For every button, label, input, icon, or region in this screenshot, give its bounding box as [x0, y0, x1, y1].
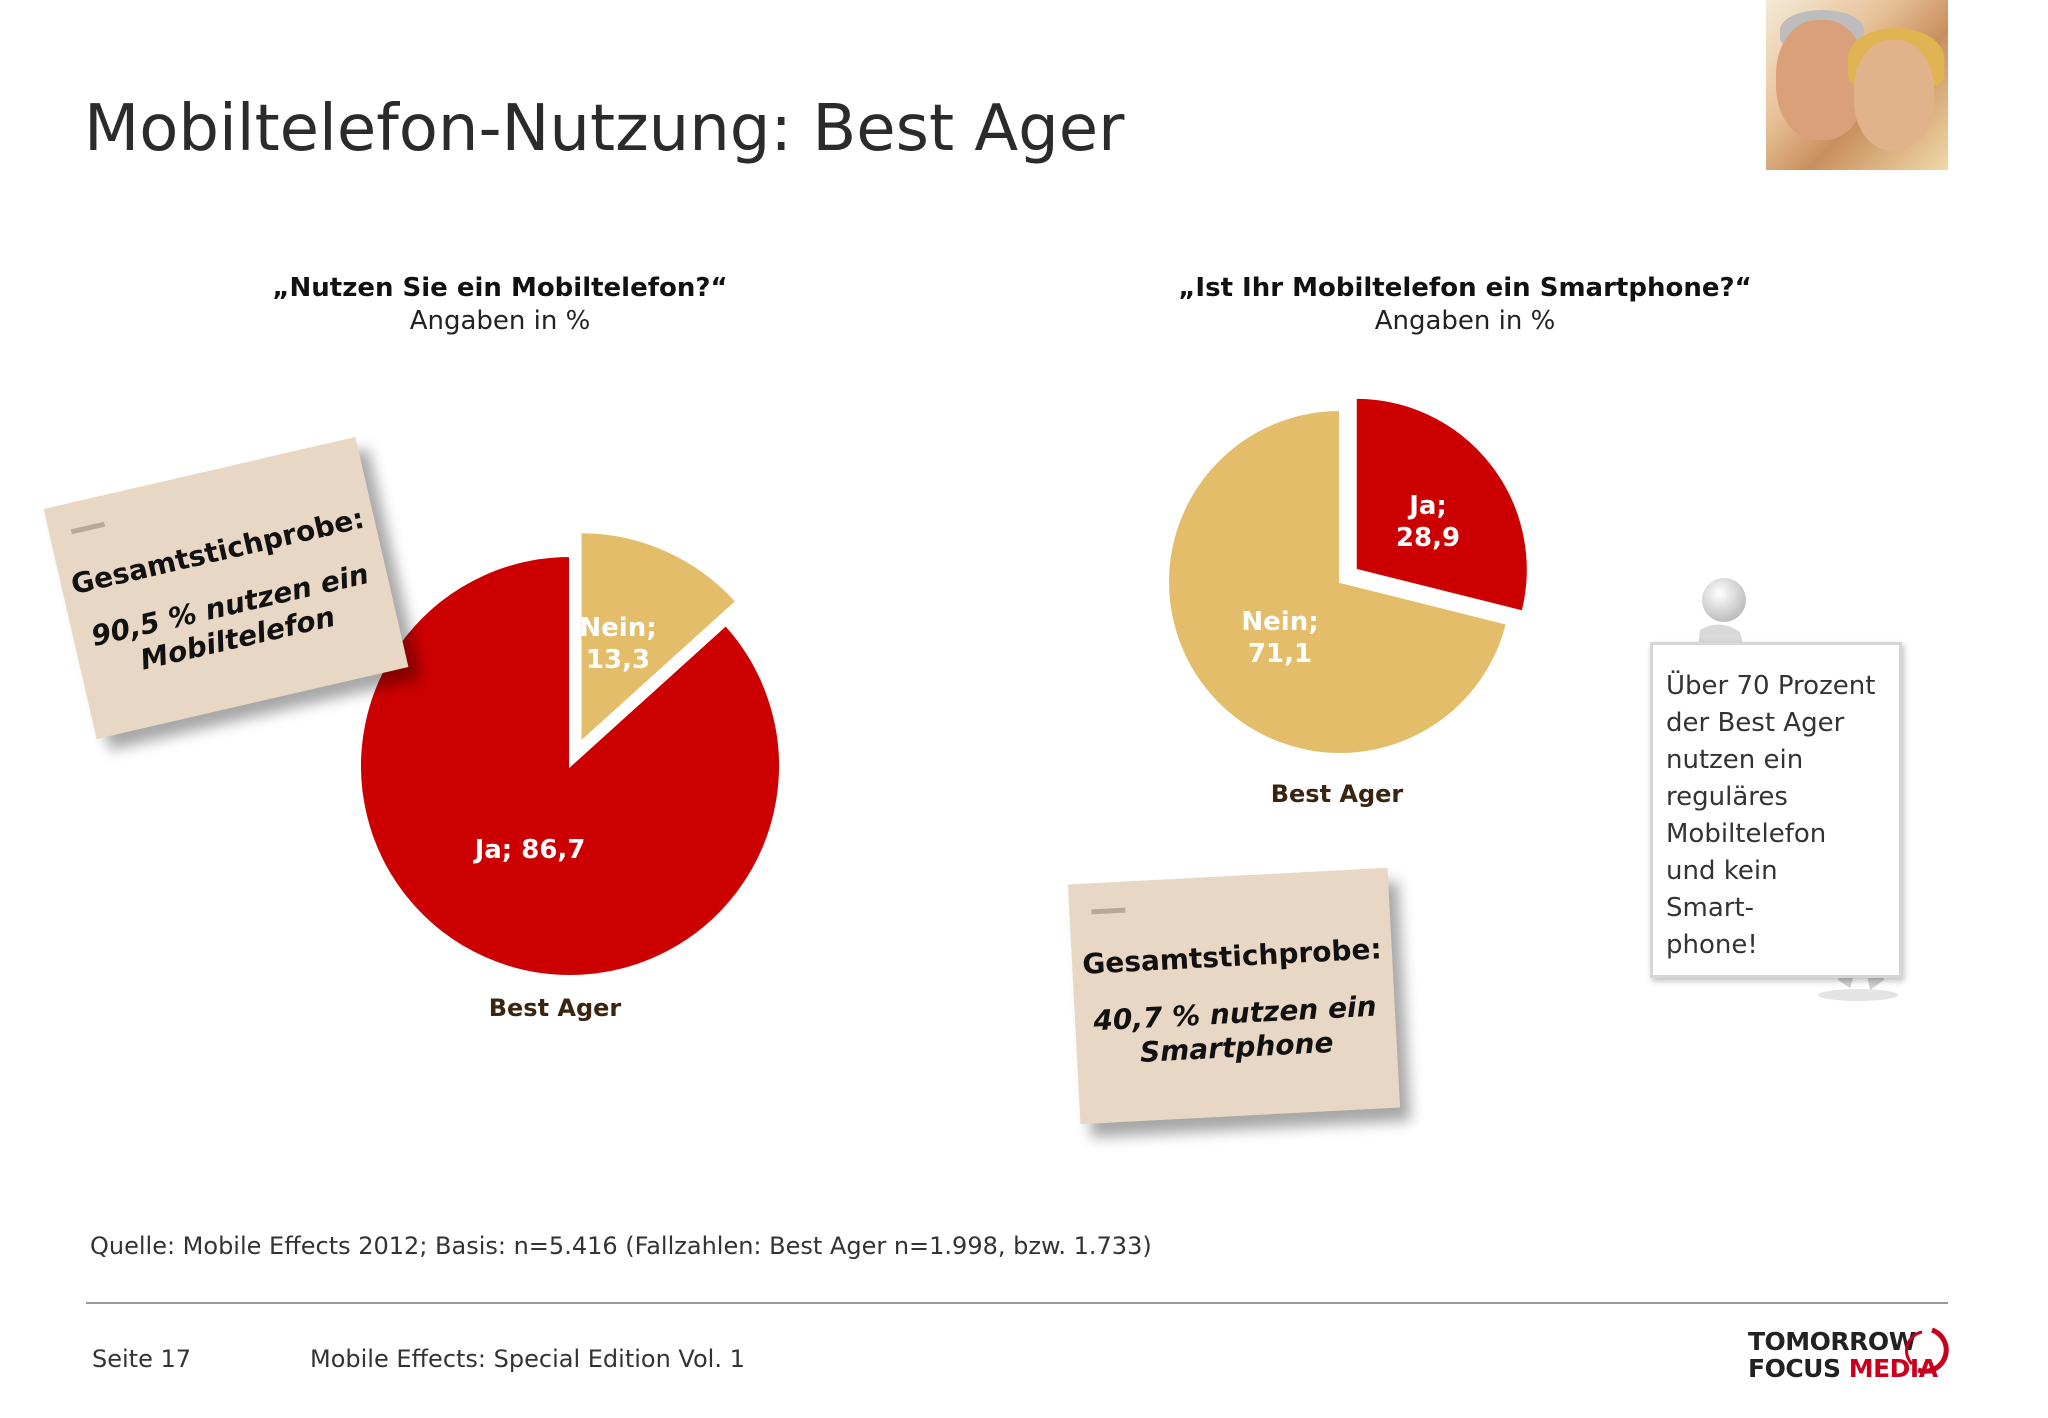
- board-line: nutzen ein: [1666, 745, 1804, 775]
- figure-head-icon: [1702, 578, 1746, 622]
- note-stamp: [1091, 907, 1126, 915]
- board-line: und kein: [1666, 856, 1778, 886]
- pie-slice-ja: [1354, 396, 1529, 613]
- source-note: Quelle: Mobile Effects 2012; Basis: n=5.…: [90, 1232, 1152, 1260]
- info-board-text: Über 70 Prozent der Best Ager nutzen ein…: [1666, 668, 1896, 964]
- chart1-question: „Nutzen Sie ein Mobiltelefon?“: [272, 273, 728, 303]
- info-board: [1650, 642, 1902, 978]
- logo-line1: TOMORROW: [1748, 1327, 1916, 1356]
- board-line: Mobiltelefon: [1666, 819, 1827, 849]
- pie-chart-mobile: [359, 531, 781, 977]
- figure-shadow: [1818, 989, 1898, 1001]
- board-line: phone!: [1666, 930, 1758, 960]
- chart1-header: „Nutzen Sie ein Mobiltelefon?“ Angaben i…: [200, 272, 800, 338]
- slice-label-nein: Nein; 71,1: [1241, 607, 1319, 669]
- page-title: Mobiltelefon-Nutzung: Best Ager: [84, 92, 1125, 166]
- footer-divider: [86, 1302, 1948, 1304]
- chart2-question: „Ist Ihr Mobiltelefon ein Smartphone?“: [1178, 273, 1752, 303]
- note-total-sample-smartphone: Gesamtstichprobe: 40,7 % nutzen ein Smar…: [1067, 867, 1401, 1125]
- chart2-category-label: Best Ager: [1270, 780, 1404, 808]
- slice-label-ja: Ja; 86,7: [474, 835, 586, 865]
- board-line: Smart-: [1666, 893, 1755, 923]
- pie-slice-ja: [359, 554, 781, 977]
- photo-woman-face: [1854, 40, 1934, 150]
- logo-line2a: FOCUS: [1748, 1354, 1841, 1383]
- couple-photo: [1766, 0, 1948, 170]
- logo-line2b: MEDIA: [1848, 1354, 1938, 1383]
- chart2-subtitle: Angaben in %: [1374, 306, 1556, 336]
- slice-label-nein: Nein; 13,3: [579, 613, 657, 675]
- pie-chart-smartphone: [1166, 396, 1529, 755]
- board-line: Über 70 Prozent: [1666, 671, 1876, 701]
- slice-label-ja: Ja; 28,9: [1395, 491, 1461, 553]
- chart2-header: „Ist Ihr Mobiltelefon ein Smartphone?“ A…: [1115, 272, 1815, 338]
- logo-ring-icon: [1905, 1327, 1949, 1374]
- note-stamp: [70, 521, 106, 535]
- edition-title: Mobile Effects: Special Edition Vol. 1: [310, 1345, 745, 1373]
- chart1-subtitle: Angaben in %: [409, 306, 591, 336]
- note-heading: Gesamtstichprobe:: [1081, 932, 1383, 981]
- chart1-category-label: Best Ager: [488, 994, 622, 1022]
- page-number: Seite 17: [92, 1345, 192, 1373]
- tomorrow-focus-media-logo: TOMORROW FOCUS MEDIA: [1748, 1328, 1938, 1382]
- pie-slice-nein: [1166, 408, 1509, 755]
- board-line: der Best Ager: [1666, 708, 1845, 738]
- board-line: reguläres: [1666, 782, 1788, 812]
- pie-slice-nein: [579, 531, 738, 745]
